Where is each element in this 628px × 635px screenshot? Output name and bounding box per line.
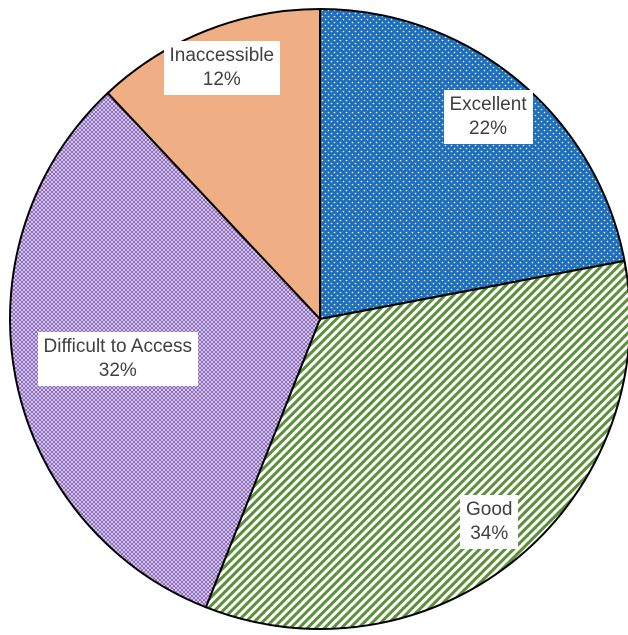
data-label-inaccessible: Inaccessible 12% <box>163 41 281 95</box>
data-label-percent: 32% <box>98 360 137 381</box>
data-label-percent: 12% <box>202 69 241 90</box>
data-label-category: Good <box>466 499 513 520</box>
data-label-percent: 22% <box>469 118 508 139</box>
data-label-category: Difficult to Access <box>43 336 193 357</box>
data-label-good: Good 34% <box>460 495 519 549</box>
data-label-category: Inaccessible <box>169 45 275 66</box>
data-label-excellent: Excellent 22% <box>443 90 533 144</box>
data-label-category: Excellent <box>449 94 527 115</box>
data-label-percent: 34% <box>470 523 509 544</box>
data-label-difficult-to-access: Difficult to Access 32% <box>37 332 199 386</box>
pie-slice-excellent <box>319 7 626 321</box>
pie-slice-good <box>204 259 628 630</box>
